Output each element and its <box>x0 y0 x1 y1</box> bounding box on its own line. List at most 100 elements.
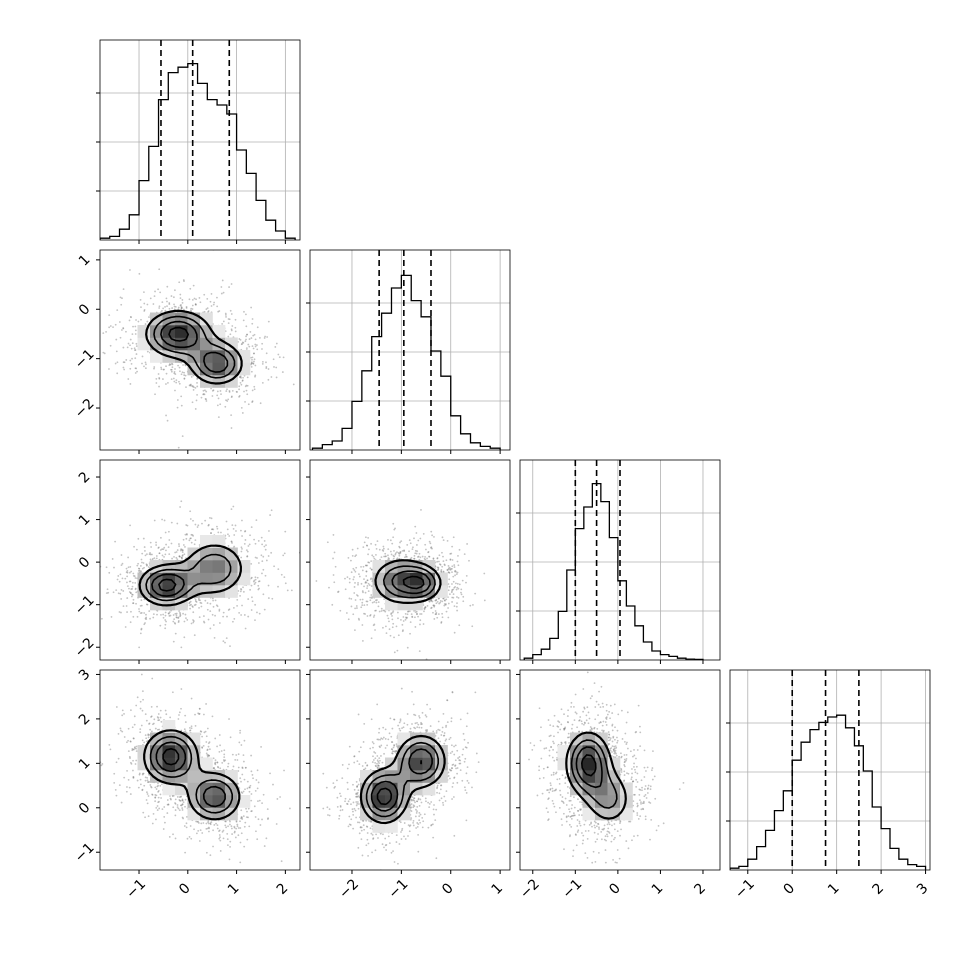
scatter-point <box>175 379 178 382</box>
density-cell <box>187 572 201 586</box>
scatter-point <box>143 310 146 312</box>
scatter-point <box>170 368 173 371</box>
density-cell <box>225 560 238 573</box>
scatter-point <box>120 554 123 556</box>
scatter-point <box>194 724 197 727</box>
scatter-point <box>222 640 225 643</box>
scatter-point <box>180 304 182 306</box>
scatter-point <box>448 571 450 574</box>
scatter-point <box>169 716 172 719</box>
scatter-point <box>168 836 171 838</box>
scatter-point <box>170 370 173 373</box>
scatter-point <box>129 580 132 583</box>
scatter-point <box>160 613 162 616</box>
scatter-point <box>143 309 146 311</box>
scatter-point <box>176 558 179 561</box>
scatter-point <box>241 604 243 607</box>
scatter-point <box>202 822 205 824</box>
scatter-point <box>134 357 137 360</box>
scatter-point <box>165 414 167 417</box>
scatter-point <box>128 786 131 789</box>
scatter-point <box>265 367 268 370</box>
scatter-point <box>128 319 131 322</box>
scatter-point <box>201 747 204 749</box>
scatter-point <box>158 719 161 721</box>
scatter-point <box>141 561 143 564</box>
scatter-point <box>414 549 417 552</box>
scatter-point <box>347 618 350 621</box>
scatter-point <box>101 763 104 765</box>
scatter-point <box>373 601 376 603</box>
scatter-point <box>376 599 378 601</box>
scatter-point <box>138 610 141 613</box>
scatter-point <box>361 601 364 604</box>
scatter-point <box>246 810 248 813</box>
scatter-point <box>178 711 181 714</box>
scatter-point <box>147 795 150 797</box>
scatter-point <box>373 557 376 560</box>
scatter-point <box>436 616 439 619</box>
scatter-point <box>171 691 174 694</box>
scatter-point <box>114 323 117 326</box>
scatter-point <box>196 385 199 388</box>
scatter-point <box>405 555 408 558</box>
scatter-point <box>63 286 65 288</box>
scatter-point <box>162 613 165 616</box>
scatter-point <box>261 360 264 363</box>
scatter-point <box>149 558 152 561</box>
scatter-point <box>216 761 219 764</box>
scatter-point <box>271 597 274 600</box>
scatter-point <box>435 613 438 616</box>
scatter-point <box>147 781 150 784</box>
scatter-point <box>227 318 230 320</box>
scatter-point <box>278 356 281 359</box>
scatter-point <box>256 787 259 790</box>
scatter-point <box>267 555 270 557</box>
scatter-point <box>230 540 233 543</box>
scatter-point <box>180 404 183 407</box>
scatter-point <box>183 371 186 374</box>
scatter-point <box>251 400 254 403</box>
scatter-point <box>216 745 218 748</box>
scatter-point <box>180 500 183 503</box>
scatter-point <box>256 348 259 351</box>
scatter-point <box>121 329 123 331</box>
scatter-point <box>388 558 391 560</box>
scatter-point <box>216 390 219 393</box>
scatter-point <box>136 370 138 373</box>
scatter-point <box>137 562 140 565</box>
scatter-point <box>236 823 239 826</box>
scatter-point <box>189 510 192 513</box>
scatter-point <box>164 305 166 308</box>
scatter-point <box>283 576 286 579</box>
scatter-point <box>212 528 215 531</box>
scatter-point <box>219 767 222 770</box>
scatter-point <box>447 567 450 570</box>
scatter-point <box>364 564 367 567</box>
scatter-point <box>449 593 451 596</box>
scatter-point <box>141 772 144 775</box>
scatter-point <box>458 583 461 586</box>
scatter-point <box>406 616 409 619</box>
scatter-point <box>460 591 462 594</box>
scatter-point <box>193 543 196 546</box>
scatter-point <box>398 554 401 557</box>
scatter-point <box>436 557 439 560</box>
scatter-point <box>425 548 427 551</box>
scatter-point <box>121 562 124 565</box>
scatter-point <box>453 586 456 589</box>
scatter-point <box>134 587 137 590</box>
scatter-point <box>179 370 181 373</box>
scatter-point <box>209 610 212 612</box>
scatter-point <box>353 569 356 571</box>
scatter-point <box>177 621 180 624</box>
scatter-point <box>182 538 185 541</box>
scatter-point <box>135 367 138 370</box>
scatter-point <box>398 545 401 548</box>
scatter-point <box>135 353 138 355</box>
scatter-point <box>178 555 181 558</box>
scatter-point <box>365 600 368 603</box>
scatter-point <box>159 291 162 294</box>
scatter-point <box>367 590 370 593</box>
scatter-point <box>333 581 336 584</box>
